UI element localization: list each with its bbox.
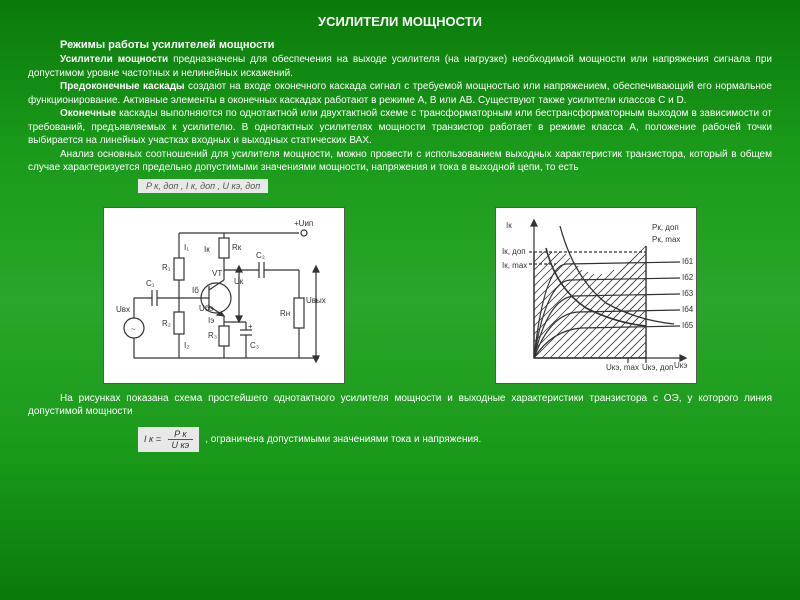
lead-1: Усилители мощности [60,54,168,65]
figure-chart: Iк Iк, доп Iк, max Uкэ, max Uкэ, доп Uкэ… [495,207,697,384]
paragraph-4: Анализ основных соотношений для усилител… [28,148,772,175]
lead-2: Предоконечные каскады [60,81,185,92]
curve-ib5: Iб5 [682,321,694,330]
svg-text:C₂: C₂ [256,251,265,260]
curve-ib4: Iб4 [682,305,694,314]
ylabel-ikdop: Iк, доп [502,247,526,256]
svg-text:C₁: C₁ [146,279,155,288]
paragraph-1: Усилители мощности предназначены для обе… [28,53,772,80]
frac-bot: U кэ [168,440,194,450]
toplabel-pkdop: Pк, доп [652,223,679,232]
svg-text:Iк: Iк [204,245,210,254]
figures-row: ~ Uвх C₁ R₁ [28,207,772,384]
xlabel-ukemax: Uкэ, max [606,363,639,372]
frac-lhs: I к = [144,434,161,444]
svg-text:Uбэ: Uбэ [199,304,213,313]
tail-text: , ограничена допустимыми значениями тока… [205,434,481,445]
circuit-svg: ~ Uвх C₁ R₁ [104,208,344,378]
svg-text:C₃: C₃ [250,341,259,350]
formula-inline: P к, доп , I к, доп , U кэ, доп [138,179,268,193]
svg-text:Iб: Iб [192,286,199,295]
svg-text:Rн: Rн [280,309,290,318]
svg-text:R₁: R₁ [162,263,171,272]
ylabel-ik: Iк [506,221,512,230]
svg-text:R₂: R₂ [162,319,171,328]
paragraph-2: Предоконечные каскады создают на входе о… [28,80,772,107]
xlabel-uke: Uкэ [674,361,687,370]
slide-title: УСИЛИТЕЛИ МОЩНОСТИ [28,14,772,29]
svg-text:I₂: I₂ [184,341,189,350]
figure-caption: На рисунках показана схема простейшего о… [28,392,772,419]
svg-text:Rк: Rк [232,243,242,252]
svg-text:Iэ: Iэ [208,316,214,325]
toplabel-pkmax: Pк, max [652,235,680,244]
frac-top: P к [168,429,194,440]
svg-text:+Uип: +Uип [294,219,313,228]
formula-fraction: I к = P к U кэ [138,427,199,452]
svg-text:Uвх: Uвх [116,305,130,314]
section-subtitle: Режимы работы усилителей мощности [28,39,772,51]
svg-text:~: ~ [131,325,136,334]
svg-text:R₃: R₃ [208,331,217,340]
paragraph-3: Оконечные каскады выполняются по однотак… [28,107,772,148]
ylabel-ikmax: Iк, max [502,261,527,270]
figure-circuit: ~ Uвх C₁ R₁ [103,207,345,384]
chart-svg: Iк Iк, доп Iк, max Uкэ, max Uкэ, доп Uкэ… [496,208,696,378]
slide: УСИЛИТЕЛИ МОЩНОСТИ Режимы работы усилите… [0,0,800,600]
curve-ib3: Iб3 [682,289,694,298]
svg-text:I₁: I₁ [184,243,189,252]
text-3: каскады выполняются по однотактной или д… [28,108,772,146]
svg-text:VT: VT [212,269,222,278]
xlabel-ukedop: Uкэ, доп [642,363,673,372]
formula-row: I к = P к U кэ , ограничена допустимыми … [28,427,772,452]
curve-ib2: Iб2 [682,273,694,282]
svg-text:+: + [248,322,253,331]
curve-ib1: Iб1 [682,257,694,266]
lead-3: Оконечные [60,108,116,119]
